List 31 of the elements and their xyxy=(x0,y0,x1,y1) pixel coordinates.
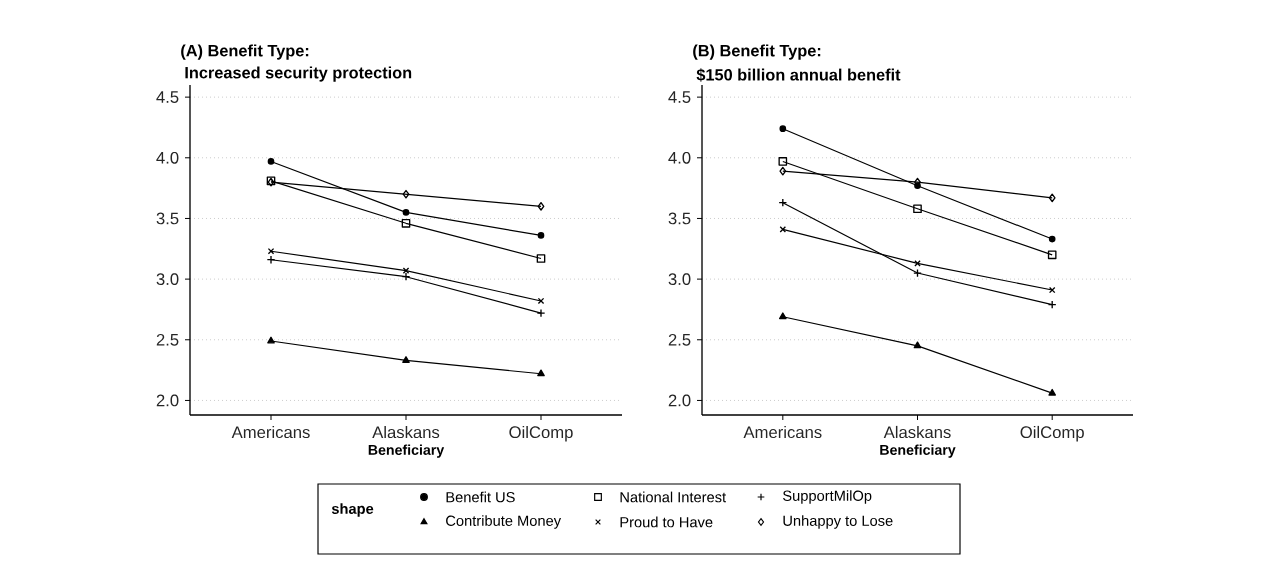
y-tick-label: 4.5 xyxy=(156,91,179,103)
x-tick-label: OilComp xyxy=(509,425,573,442)
y-tick-label: 2.5 xyxy=(668,333,691,346)
legend-label: National Interest xyxy=(620,491,726,503)
legend-title: shape xyxy=(331,503,374,517)
legend-label: SupportMilOp xyxy=(782,490,872,504)
y-tick-label: 4.0 xyxy=(668,151,691,164)
x-tick-label: OilComp xyxy=(1020,425,1084,442)
y-tick-label: 3.5 xyxy=(156,212,179,225)
y-tick-label: 4.0 xyxy=(156,151,179,164)
legend-label: Contribute Money xyxy=(446,515,562,529)
y-tick-label: 3.5 xyxy=(668,212,691,225)
legend-label: Benefit US xyxy=(446,491,515,503)
legend-label: Proud to Have xyxy=(620,516,713,528)
y-tick-label: 3.0 xyxy=(668,273,691,286)
y-tick-label: 2.0 xyxy=(668,394,691,407)
legend-label: Unhappy to Lose xyxy=(783,515,893,529)
chart-title: (B) Benefit Type: xyxy=(693,44,821,60)
x-axis-title: Beneficiary xyxy=(368,444,445,458)
chart-subtitle: $150 billion annual benefit xyxy=(696,68,901,82)
y-tick-label: 2.0 xyxy=(156,394,179,407)
y-tick-label: 3.0 xyxy=(156,273,179,286)
x-tick-label: Alaskans xyxy=(883,425,951,439)
x-tick-label: Americans xyxy=(743,425,822,439)
x-axis-title: Beneficiary xyxy=(880,444,956,458)
chart-subtitle: Increased security protection xyxy=(185,66,412,82)
x-tick-label: Americans xyxy=(231,425,310,439)
y-tick-label: 2.5 xyxy=(156,333,179,346)
y-tick-label: 4.5 xyxy=(668,91,691,103)
chart-title: (A) Benefit Type: xyxy=(181,44,309,60)
x-tick-label: Alaskans xyxy=(372,425,440,439)
